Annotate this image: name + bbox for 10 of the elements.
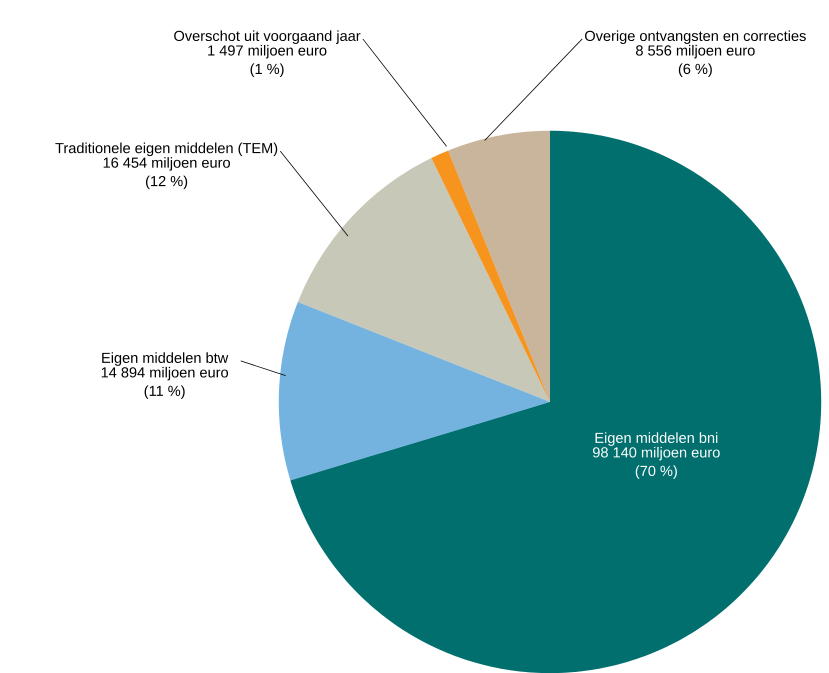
- slice-label: Traditionele eigen middelen (TEM): [55, 142, 278, 156]
- data-label: 14 894 miljoen euro (11 %): [102, 366, 228, 399]
- slice-label: Eigen middelen btw: [102, 352, 228, 366]
- slice-label: Overschot uit voorgaand jaar: [174, 30, 360, 44]
- data-label: 1 497 miljoen euro (1 %): [208, 44, 326, 77]
- data-label: 8 556 miljoen euro (6 %): [636, 44, 755, 77]
- slice-label: Overige ontvangsten en correcties: [585, 30, 806, 44]
- data-label: 98 140 miljoen euro (70 %): [592, 446, 720, 479]
- slice-label: Eigen middelen bni: [596, 432, 718, 446]
- data-label: 16 454 miljoen euro (12 %): [104, 157, 230, 190]
